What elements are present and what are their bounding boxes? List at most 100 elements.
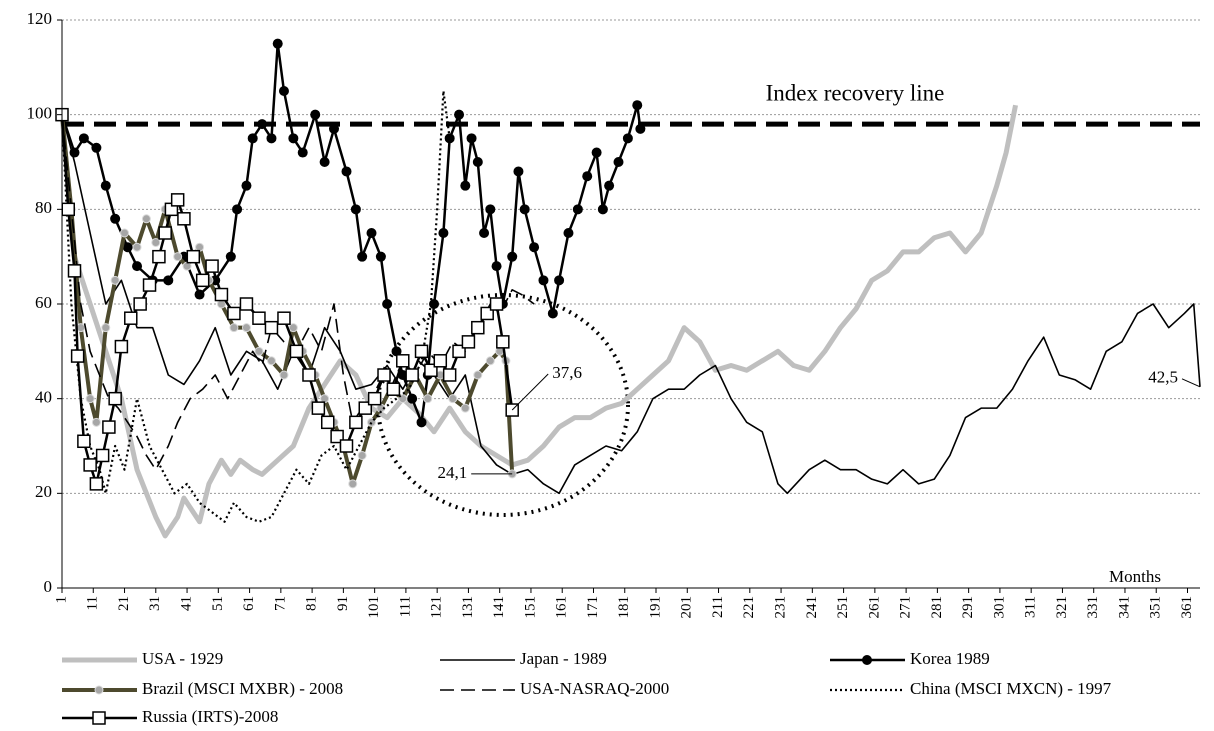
marker	[489, 297, 504, 311]
marker	[241, 180, 252, 191]
data-label: 42,5	[1148, 368, 1178, 387]
x-tick-label: 91	[335, 596, 351, 611]
marker	[85, 394, 95, 404]
marker	[348, 479, 358, 489]
marker	[302, 368, 316, 382]
marker	[214, 287, 229, 302]
x-tick-label: 341	[1116, 596, 1132, 619]
plot-area: 42,5 24,1 37,6	[55, 38, 1201, 539]
marker	[247, 133, 258, 144]
marker	[239, 297, 254, 311]
marker	[152, 249, 166, 264]
marker	[83, 458, 97, 472]
marker	[563, 228, 574, 238]
x-tick-label: 11	[85, 596, 101, 610]
marker	[632, 100, 643, 111]
data-label: 24,1	[437, 463, 467, 482]
x-tick-label: 121	[429, 596, 445, 619]
x-tick-label: 1	[53, 596, 69, 604]
marker	[357, 450, 367, 460]
x-tick-label: 61	[241, 596, 257, 611]
x-tick-label: 201	[679, 596, 695, 619]
x-tick-label: 151	[522, 596, 538, 619]
marker	[272, 38, 283, 49]
marker	[186, 249, 201, 264]
marker	[375, 251, 386, 262]
marker	[414, 344, 429, 359]
marker	[423, 394, 433, 404]
y-tick-label: 80	[35, 198, 52, 217]
marker	[124, 311, 138, 325]
marker	[311, 401, 326, 415]
marker	[91, 142, 102, 153]
marker	[310, 109, 321, 120]
marker	[227, 306, 241, 321]
legend-label: Brazil (MSCI MXBR) - 2008	[142, 679, 343, 698]
marker	[95, 448, 110, 463]
marker	[297, 147, 308, 158]
x-tick-label: 191	[647, 596, 663, 619]
marker	[496, 335, 510, 349]
marker	[225, 251, 236, 262]
marker	[177, 212, 191, 226]
marker	[114, 339, 129, 354]
x-tick-label: 301	[991, 596, 1007, 619]
x-tick-label: 231	[773, 596, 789, 619]
marker	[163, 275, 174, 286]
marker	[460, 180, 471, 191]
marker	[377, 368, 391, 382]
label-leader	[511, 373, 549, 411]
marker	[341, 166, 352, 177]
data-label: 37,6	[552, 363, 582, 382]
legend-label: USA - 1929	[142, 649, 223, 668]
marker	[396, 354, 410, 368]
marker	[94, 685, 104, 695]
legend-label: Russia (IRTS)-2008	[142, 707, 278, 726]
marker	[277, 311, 291, 325]
marker	[386, 382, 401, 396]
x-tick-label: 251	[835, 596, 851, 619]
marker	[554, 275, 565, 286]
marker	[132, 242, 142, 252]
x-tick-label: 161	[554, 596, 570, 619]
marker	[572, 204, 583, 215]
marker	[367, 391, 382, 406]
marker	[266, 356, 276, 366]
x-tick-label: 281	[929, 596, 945, 619]
marker	[102, 420, 116, 434]
x-tick-label: 361	[1179, 596, 1195, 619]
y-tick-label: 20	[35, 482, 52, 501]
marker	[485, 204, 496, 215]
marker	[70, 349, 85, 363]
x-tick-label: 351	[1148, 596, 1164, 619]
x-tick-label: 291	[960, 596, 976, 619]
highlight-ellipse	[376, 293, 630, 517]
marker	[252, 311, 266, 325]
x-tick-label: 51	[210, 596, 226, 611]
marker	[454, 109, 465, 120]
marker	[460, 403, 470, 413]
marker	[442, 368, 457, 382]
marker	[433, 354, 448, 368]
x-tick-label: 181	[616, 596, 632, 619]
marker	[77, 434, 91, 449]
marker	[254, 346, 264, 356]
marker	[547, 308, 558, 319]
marker	[582, 171, 593, 182]
x-tick-label: 101	[366, 596, 382, 619]
marker	[120, 228, 130, 238]
marker	[405, 368, 419, 382]
marker	[485, 356, 495, 366]
marker	[407, 393, 418, 404]
marker	[357, 251, 368, 262]
x-tick-label: 41	[178, 596, 194, 611]
marker	[142, 278, 157, 292]
marker	[173, 252, 183, 262]
marker	[622, 133, 633, 144]
marker	[266, 133, 277, 144]
marker	[513, 166, 524, 177]
marker	[472, 157, 483, 167]
marker	[382, 299, 393, 309]
marker	[366, 228, 377, 238]
